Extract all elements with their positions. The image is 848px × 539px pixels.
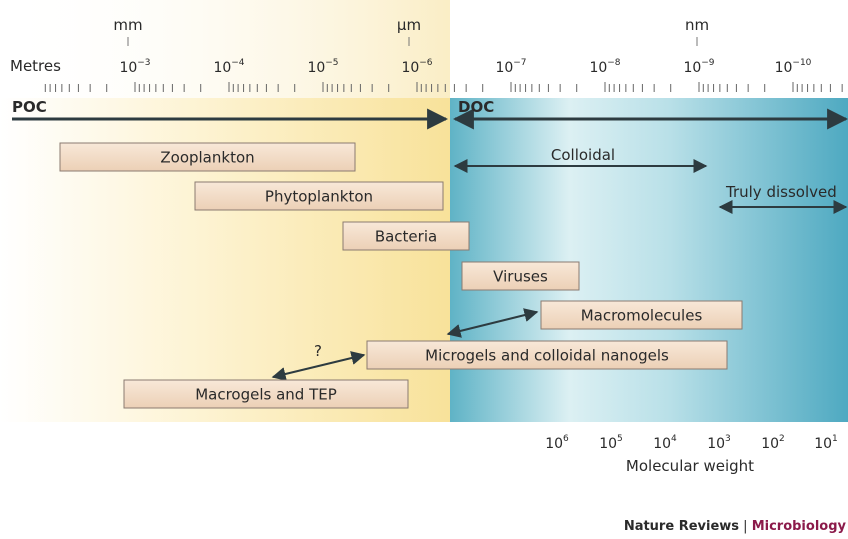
dissolved-label: Truly dissolved [725, 183, 837, 201]
metre-power-base: 10 [775, 60, 793, 76]
metre-power-base: 10 [119, 60, 137, 76]
size-box [123, 379, 409, 409]
doc-label: DOC [458, 98, 494, 116]
macromolecule-arrow [446, 308, 539, 338]
mw-label: Molecular weight [626, 457, 754, 475]
mw-power-exp: 3 [725, 434, 731, 444]
size-box-label: Microgels and colloidal nanogels [425, 347, 669, 365]
mw-power-exp: 5 [617, 434, 623, 444]
metre-power-base: 10 [307, 60, 325, 76]
metre-power-exp: −10 [792, 58, 811, 68]
poc-label: POC [12, 98, 47, 116]
mw-power-exp: 2 [779, 434, 785, 444]
metre-power: 10−7 [495, 58, 526, 76]
metres-label: Metres [10, 57, 61, 75]
gel-arrow [271, 351, 366, 381]
metre-power: 10−6 [401, 58, 432, 76]
metre-power-base: 10 [495, 60, 513, 76]
mw-power-base: 10 [599, 436, 617, 452]
metre-power: 10−9 [683, 58, 714, 76]
metre-power-base: 10 [213, 60, 231, 76]
credit-journal: Nature Reviews [624, 519, 739, 534]
mw-power-base: 10 [653, 436, 671, 452]
metre-power: 10−3 [119, 58, 150, 76]
size-box-label: Phytoplankton [265, 188, 373, 206]
mw-power-base: 10 [814, 436, 832, 452]
size-box [461, 261, 580, 291]
metre-power: 10−10 [775, 58, 812, 76]
mw-power: 102 [761, 434, 785, 452]
metre-power-exp: −3 [137, 58, 150, 68]
question-mark: ? [314, 342, 322, 360]
metre-power-base: 10 [401, 60, 419, 76]
size-box [194, 181, 444, 211]
mw-power: 101 [814, 434, 838, 452]
mw-power-exp: 1 [832, 434, 838, 444]
metre-power: 10−4 [213, 58, 244, 76]
mw-power-exp: 4 [671, 434, 677, 444]
size-box [540, 300, 743, 330]
unit-label: mm [113, 16, 142, 34]
metre-power-exp: −7 [513, 58, 526, 68]
credit-separator: | [743, 519, 747, 534]
mw-power: 106 [545, 434, 569, 452]
credit: Nature Reviews | Microbiology [624, 519, 847, 534]
size-box [59, 142, 356, 172]
poc-top-band [0, 0, 450, 98]
metre-power-exp: −5 [325, 58, 338, 68]
mw-power-base: 10 [761, 436, 779, 452]
size-box [342, 221, 470, 251]
mw-power-base: 10 [545, 436, 563, 452]
metre-power-base: 10 [589, 60, 607, 76]
size-box-label: Bacteria [375, 228, 437, 246]
doc-region [450, 98, 848, 422]
mw-power: 104 [653, 434, 677, 452]
unit-label: µm [397, 16, 421, 34]
size-box-label: Macrogels and TEP [195, 386, 337, 404]
metre-power-exp: −9 [701, 58, 715, 68]
mw-power: 103 [707, 434, 731, 452]
mw-power-exp: 6 [563, 434, 569, 444]
metre-power: 10−8 [589, 58, 620, 76]
size-box-label: Zooplankton [160, 149, 254, 167]
metre-power-exp: −8 [607, 58, 621, 68]
metre-power-base: 10 [683, 60, 701, 76]
size-box-label: Macromolecules [581, 307, 703, 325]
mw-power-base: 10 [707, 436, 725, 452]
colloidal-label: Colloidal [551, 146, 615, 164]
metre-power-exp: −6 [419, 58, 433, 68]
size-box [366, 340, 728, 370]
size-box-label: Viruses [493, 268, 548, 286]
unit-label: nm [685, 16, 709, 34]
metre-power: 10−5 [307, 58, 338, 76]
metre-power-exp: −4 [231, 58, 245, 68]
mw-power: 105 [599, 434, 623, 452]
credit-section: Microbiology [752, 519, 847, 534]
